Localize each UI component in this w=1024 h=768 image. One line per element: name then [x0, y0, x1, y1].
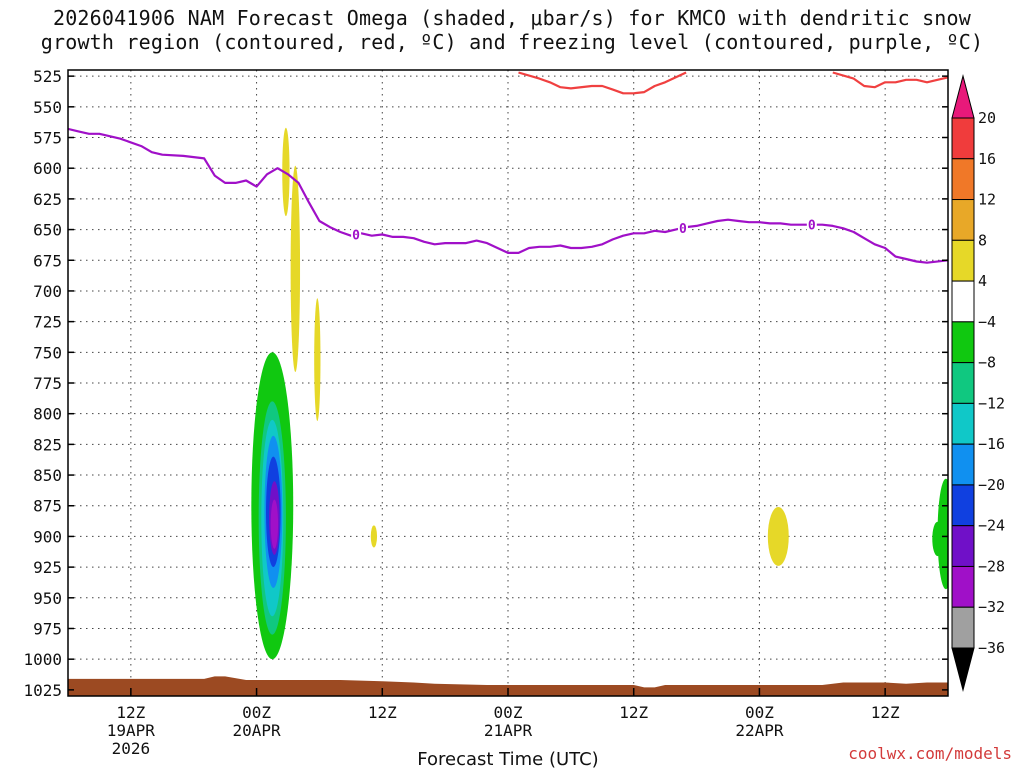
- y-tick-label: 950: [33, 589, 62, 608]
- y-tick-label: 575: [33, 129, 62, 148]
- x-tick-label: 21APR: [484, 721, 533, 740]
- y-tick-label: 550: [33, 98, 62, 117]
- freezing-level-line: [68, 127, 948, 264]
- y-tick-label: 525: [33, 67, 62, 86]
- dendritic-growth-line: [832, 71, 948, 89]
- contour-label-bg: [351, 226, 362, 242]
- colorbar-box: [951, 117, 975, 160]
- contour-label: 0: [352, 228, 360, 243]
- colorbar-label: −36: [978, 639, 1005, 657]
- colorbar-box: [951, 525, 975, 567]
- omega-region: [932, 521, 943, 557]
- x-tick-label: 22APR: [735, 721, 784, 740]
- omega-region: [290, 165, 301, 372]
- x-tick-label: 12Z: [619, 703, 648, 722]
- x-tick-label: 20APR: [232, 721, 281, 740]
- y-tick-label: 1000: [23, 650, 62, 669]
- omega-region: [767, 506, 789, 566]
- y-tick-label: 750: [33, 343, 62, 362]
- colorbar-label: 16: [978, 150, 996, 168]
- contour-label: 0: [679, 222, 687, 237]
- colorbar-label: −28: [978, 557, 1005, 575]
- y-tick-label: 725: [33, 313, 62, 332]
- colorbar-box: [951, 606, 975, 649]
- x-axis-label: Forecast Time (UTC): [417, 749, 598, 768]
- colorbar-box: [951, 199, 975, 241]
- colorbar-label: −32: [978, 598, 1005, 616]
- credit-text: coolwx.com/models: [848, 744, 1012, 763]
- y-tick-label: 625: [33, 190, 62, 209]
- colorbar-box: [951, 565, 975, 608]
- y-tick-label: 975: [33, 619, 62, 638]
- y-tick-label: 650: [33, 221, 62, 240]
- colorbar-box: [951, 402, 975, 445]
- x-tick-label: 2026: [112, 739, 151, 758]
- y-tick-label: 850: [33, 466, 62, 485]
- contour-lines: 0 0 0: [68, 71, 948, 264]
- colorbar-max-triangle: [951, 74, 975, 119]
- y-tick-label: 1025: [23, 681, 62, 700]
- x-tick-label: 19APR: [107, 721, 156, 740]
- colorbar-box: [951, 321, 975, 364]
- colorbar-label: −20: [978, 476, 1005, 494]
- y-tick-label: 600: [33, 159, 62, 178]
- colorbar-label: 8: [978, 231, 987, 249]
- omega-shading: [251, 127, 948, 660]
- colorbar-label: 4: [978, 272, 987, 290]
- chart-title-line-1: 2026041906 NAM Forecast Omega (shaded, μ…: [52, 6, 972, 30]
- colorbar-label: −8: [978, 354, 996, 372]
- x-tick-label: 00Z: [494, 703, 523, 722]
- x-tick-label: 12Z: [116, 703, 145, 722]
- x-tick-label: 12Z: [871, 703, 900, 722]
- x-tick-label: 00Z: [745, 703, 774, 722]
- contour-label-bg: [806, 216, 817, 232]
- colorbar-label: 20: [978, 109, 996, 127]
- chart-title-line-2: growth region (contoured, red, ºC) and f…: [40, 30, 984, 54]
- contour-label-bg: [677, 219, 688, 235]
- omega-region: [314, 298, 321, 422]
- y-tick-label: 925: [33, 558, 62, 577]
- y-tick-label: 700: [33, 282, 62, 301]
- gridlines: [68, 70, 948, 696]
- x-tick-label: 00Z: [242, 703, 271, 722]
- x-tick-label: 12Z: [368, 703, 397, 722]
- colorbar: 20 16 12 8 4 −4 −8 −12 −16 −20 −24 −28 −32 −36: [951, 74, 1005, 692]
- colorbar-box: [951, 280, 975, 323]
- colorbar-label: −4: [978, 313, 996, 331]
- contour-label: 0: [808, 219, 816, 234]
- y-tick-label: 900: [33, 527, 62, 546]
- colorbar-box: [951, 158, 975, 201]
- colorbar-label: −24: [978, 517, 1005, 535]
- surface-shading: [68, 676, 948, 696]
- colorbar-box: [951, 443, 975, 486]
- omega-region: [270, 499, 279, 549]
- colorbar-min-triangle: [951, 647, 975, 692]
- colorbar-box: [951, 484, 975, 527]
- dendritic-growth-line: [518, 71, 687, 95]
- colorbar-label: 12: [978, 191, 996, 209]
- colorbar-label: −16: [978, 435, 1005, 453]
- y-tick-label: 675: [33, 251, 62, 270]
- chart-title: 2026041906 NAM Forecast Omega (shaded, μ…: [0, 6, 1024, 54]
- omega-region: [370, 525, 378, 548]
- y-tick-label: 875: [33, 497, 62, 516]
- y-axis: 525 550 575 600 625 650 675 700 725 750 775 800 825 8…: [23, 67, 948, 700]
- colorbar-box: [951, 239, 975, 282]
- colorbar-label: −12: [978, 394, 1005, 412]
- surface-area: [68, 676, 948, 696]
- y-tick-label: 800: [33, 405, 62, 424]
- y-tick-label: 775: [33, 374, 62, 393]
- colorbar-box: [951, 362, 975, 404]
- y-tick-label: 825: [33, 435, 62, 454]
